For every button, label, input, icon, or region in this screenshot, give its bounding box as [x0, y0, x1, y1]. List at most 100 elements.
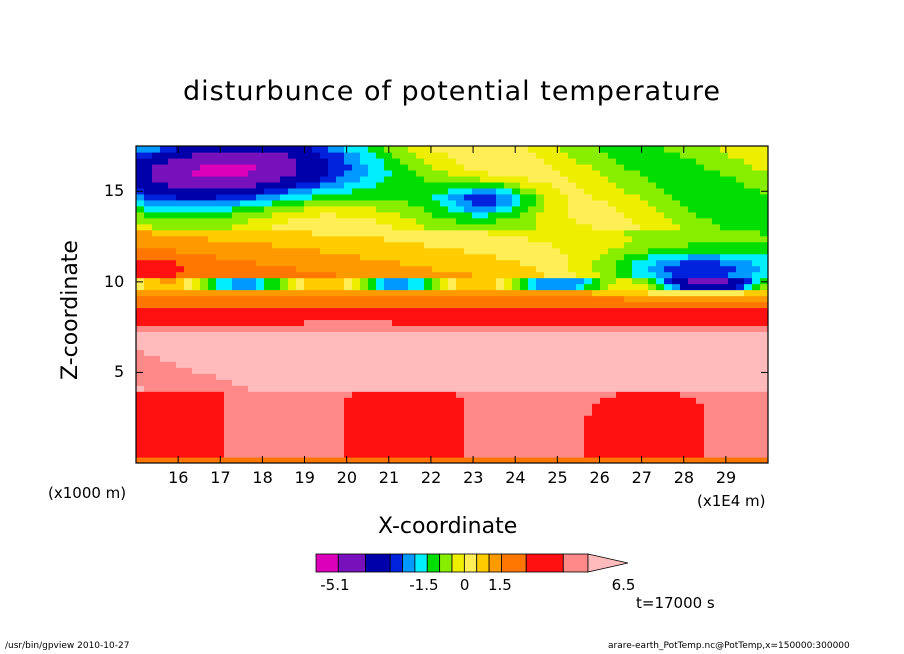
field-cell [312, 295, 321, 303]
footer-right: arare-earth_PotTemp.nc@PotTemp,x=150000:… [608, 641, 850, 651]
field-cell [496, 325, 505, 333]
field-cell [600, 319, 609, 327]
field-cell [704, 331, 713, 338]
field-cell [544, 211, 553, 219]
field-cell [688, 289, 697, 297]
field-cell [224, 445, 233, 452]
field-cell [344, 355, 353, 362]
field-cell [464, 349, 473, 356]
field-cell [408, 151, 417, 159]
field-cell [456, 433, 465, 440]
field-cell [720, 271, 729, 279]
field-cell [240, 199, 249, 207]
field-cell [424, 193, 433, 201]
field-cell [496, 157, 505, 165]
field-cell [304, 361, 313, 368]
field-cell [184, 146, 193, 153]
field-cell [328, 289, 337, 297]
field-cell [752, 271, 761, 279]
field-cell [552, 259, 561, 267]
field-cell [312, 457, 321, 463]
field-cell [360, 289, 369, 297]
field-cell [528, 349, 537, 356]
field-cell [584, 277, 593, 285]
field-cell [696, 247, 705, 255]
field-cell [304, 403, 313, 410]
field-cell [440, 379, 449, 386]
field-cell [264, 343, 273, 350]
field-cell [464, 205, 473, 213]
field-cell [208, 187, 217, 195]
field-cell [152, 205, 161, 213]
field-cell [608, 169, 617, 177]
field-cell [448, 229, 457, 237]
field-cell [320, 373, 329, 380]
field-cell [168, 427, 177, 434]
field-cell [440, 421, 449, 428]
field-cell [304, 379, 313, 386]
field-cell [360, 331, 369, 338]
field-cell [496, 415, 505, 422]
field-cell [256, 445, 265, 452]
field-cell [224, 367, 233, 374]
field-cell [392, 283, 401, 291]
field-cell [344, 397, 353, 404]
field-cell [352, 163, 361, 171]
field-cell [728, 205, 737, 213]
field-cell [152, 391, 161, 398]
field-cell [504, 163, 513, 171]
field-cell [232, 253, 241, 261]
field-cell [528, 241, 537, 249]
field-cell [680, 247, 689, 255]
field-cell [480, 355, 489, 362]
field-cell [664, 295, 673, 303]
field-cell [752, 169, 761, 177]
field-cell [600, 277, 609, 285]
field-cell [392, 427, 401, 434]
field-cell [344, 439, 353, 446]
field-cell [616, 337, 625, 344]
field-cell [512, 283, 521, 291]
field-cell [624, 277, 633, 285]
field-cell [408, 427, 417, 434]
field-cell [640, 193, 649, 201]
field-cell [712, 151, 721, 159]
field-cell [392, 373, 401, 380]
field-cell [696, 325, 705, 333]
field-cell [432, 439, 441, 446]
field-cell [672, 439, 681, 446]
field-cell [144, 181, 153, 189]
field-cell [760, 457, 768, 463]
field-cell [760, 271, 768, 279]
field-cell [336, 187, 345, 195]
field-cell [608, 331, 617, 338]
field-cell [584, 157, 593, 165]
field-cell [464, 259, 473, 267]
field-cell [664, 415, 673, 422]
field-cell [680, 451, 689, 458]
field-cell [384, 193, 393, 201]
field-cell [176, 331, 185, 338]
field-cell [232, 445, 241, 452]
field-cell [584, 289, 593, 297]
field-cell [368, 331, 377, 338]
field-cell [152, 403, 161, 410]
field-cell [296, 235, 305, 243]
field-cell [376, 433, 385, 440]
field-cell [656, 211, 665, 219]
field-cell [208, 433, 217, 440]
field-cell [432, 253, 441, 261]
field-cell [392, 403, 401, 410]
field-cell [392, 163, 401, 171]
field-cell [528, 313, 537, 321]
field-cell [472, 325, 481, 333]
field-cell [240, 217, 249, 225]
field-cell [496, 319, 505, 327]
field-cell [640, 163, 649, 171]
field-cell [304, 451, 313, 458]
field-cell [712, 235, 721, 243]
field-cell [248, 445, 257, 452]
field-cell [736, 289, 745, 297]
field-cell [464, 175, 473, 183]
field-cell [520, 403, 529, 410]
